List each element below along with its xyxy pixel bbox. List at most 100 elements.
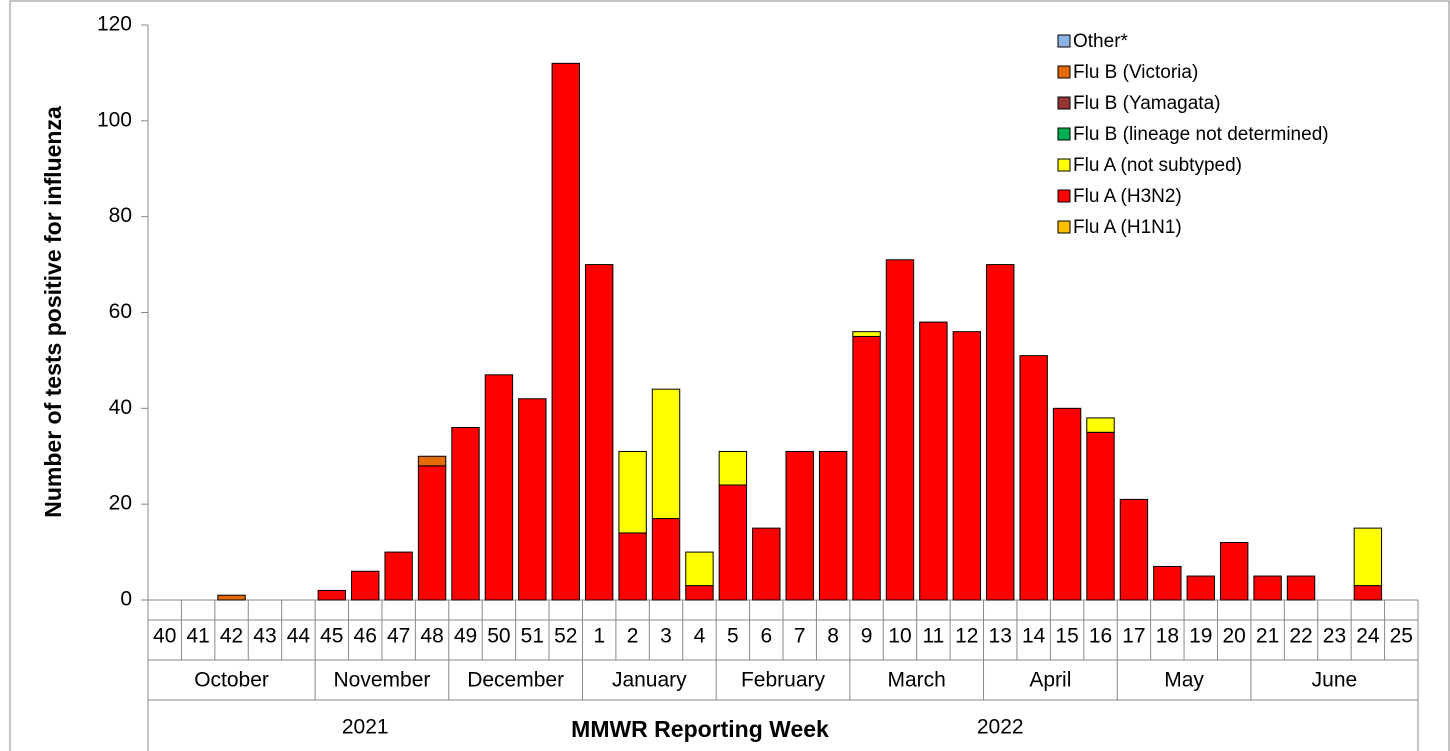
x-tick-label: 11 — [922, 625, 944, 648]
x-tick-label: 52 — [554, 625, 577, 648]
bar-segment — [718, 484, 748, 601]
x-tick-label: 5 — [727, 625, 739, 648]
legend-label: Flu B (lineage not determined) — [1073, 124, 1329, 145]
x-tick-label: 51 — [521, 625, 544, 648]
x-tick-label: 40 — [153, 625, 176, 648]
bar-segment — [986, 264, 1015, 601]
x-tick-label: 42 — [220, 625, 243, 648]
x-tick-label: 19 — [1189, 625, 1212, 648]
x-tick-label: 16 — [1089, 625, 1112, 648]
year-label: 2021 — [342, 716, 389, 739]
month-label: February — [741, 669, 826, 692]
y-tick-label: 40 — [109, 396, 132, 419]
x-tick-label: 17 — [1122, 625, 1145, 648]
x-tick-label: 24 — [1356, 625, 1380, 648]
x-tick-label: 12 — [955, 625, 978, 648]
legend-swatch — [1057, 189, 1071, 203]
bar-segment — [351, 570, 380, 601]
x-tick-label: 41 — [186, 625, 209, 648]
x-tick-label: 48 — [420, 625, 443, 648]
bar-segment — [1253, 575, 1282, 601]
bar-segment — [952, 331, 982, 601]
month-label: October — [194, 669, 269, 692]
bar-segment — [1186, 575, 1215, 601]
x-tick-label: 13 — [989, 625, 1012, 648]
bar-segment — [685, 585, 714, 601]
y-tick-label: 0 — [120, 588, 132, 611]
legend-label: Flu A (H1N1) — [1073, 217, 1182, 238]
bar-segment — [217, 594, 246, 601]
bar-segment — [685, 551, 714, 587]
bar-segment — [718, 450, 748, 486]
y-tick-label: 100 — [97, 108, 132, 131]
bar-segment — [651, 388, 681, 520]
bar-segment — [618, 450, 647, 534]
x-tick-label: 18 — [1156, 625, 1179, 648]
x-tick-label: 14 — [1022, 625, 1046, 648]
bar-segment — [1086, 417, 1115, 433]
chart-frame — [9, 0, 1450, 751]
bar-segment — [1219, 542, 1249, 601]
bar-segment — [417, 465, 447, 601]
x-tick-label: 1 — [593, 625, 605, 648]
legend-label: Flu A (not subtyped) — [1073, 155, 1242, 176]
month-label: June — [1312, 669, 1358, 692]
month-label: April — [1029, 669, 1071, 692]
x-tick-label: 50 — [487, 625, 510, 648]
legend-swatch — [1057, 65, 1071, 79]
x-tick-label: 44 — [287, 625, 311, 648]
month-label: May — [1164, 669, 1204, 692]
bar-segment — [852, 331, 881, 337]
x-tick-label: 6 — [760, 625, 772, 648]
x-tick-label: 43 — [253, 625, 276, 648]
x-tick-label: 46 — [354, 625, 377, 648]
bar-segment — [885, 259, 915, 601]
bar-segment — [1119, 498, 1149, 601]
bar-segment — [1286, 575, 1316, 601]
bar-segment — [651, 518, 681, 601]
legend-label: Other* — [1073, 31, 1129, 52]
legend-swatch — [1057, 158, 1071, 172]
bar-segment — [785, 450, 814, 601]
x-tick-label: 20 — [1223, 625, 1246, 648]
legend-swatch — [1057, 220, 1071, 234]
bar-segment — [1019, 355, 1048, 601]
x-tick-label: 10 — [888, 625, 911, 648]
bar-segment — [1353, 527, 1383, 587]
x-tick-label: 49 — [454, 625, 477, 648]
y-axis-title: Number of tests positive for influenza — [40, 106, 66, 518]
y-tick-label: 80 — [109, 204, 132, 227]
x-tick-label: 45 — [320, 625, 343, 648]
month-label: January — [612, 669, 687, 692]
legend-label: Flu A (H3N2) — [1073, 186, 1182, 207]
bar-segment — [384, 551, 413, 601]
bar-segment — [1052, 407, 1082, 601]
bar-segment — [1086, 431, 1115, 601]
legend-swatch — [1057, 127, 1071, 141]
legend-swatch — [1057, 96, 1071, 110]
bar-segment — [484, 374, 514, 601]
y-tick-label: 60 — [109, 300, 132, 323]
bar-segment — [584, 264, 614, 601]
bar-segment — [818, 450, 848, 601]
bar-segment — [852, 335, 881, 601]
x-tick-label: 9 — [861, 625, 873, 648]
x-tick-label: 22 — [1289, 625, 1312, 648]
bar-segment — [919, 321, 948, 601]
bar-segment — [317, 589, 347, 601]
y-tick-label: 20 — [109, 492, 132, 515]
month-label: December — [467, 669, 564, 692]
bar-segment — [618, 532, 647, 601]
legend-label: Flu B (Victoria) — [1073, 62, 1198, 83]
x-tick-label: 7 — [794, 625, 806, 648]
x-tick-label: 47 — [387, 625, 410, 648]
year-label: 2022 — [977, 716, 1024, 739]
bar-segment — [752, 527, 781, 601]
legend-label: Flu B (Yamagata) — [1073, 93, 1220, 114]
bar-segment — [1353, 585, 1383, 601]
y-tick-label: 120 — [97, 13, 132, 36]
legend-swatch — [1057, 34, 1071, 48]
bar-segment — [417, 455, 447, 467]
bar-segment — [451, 427, 480, 601]
